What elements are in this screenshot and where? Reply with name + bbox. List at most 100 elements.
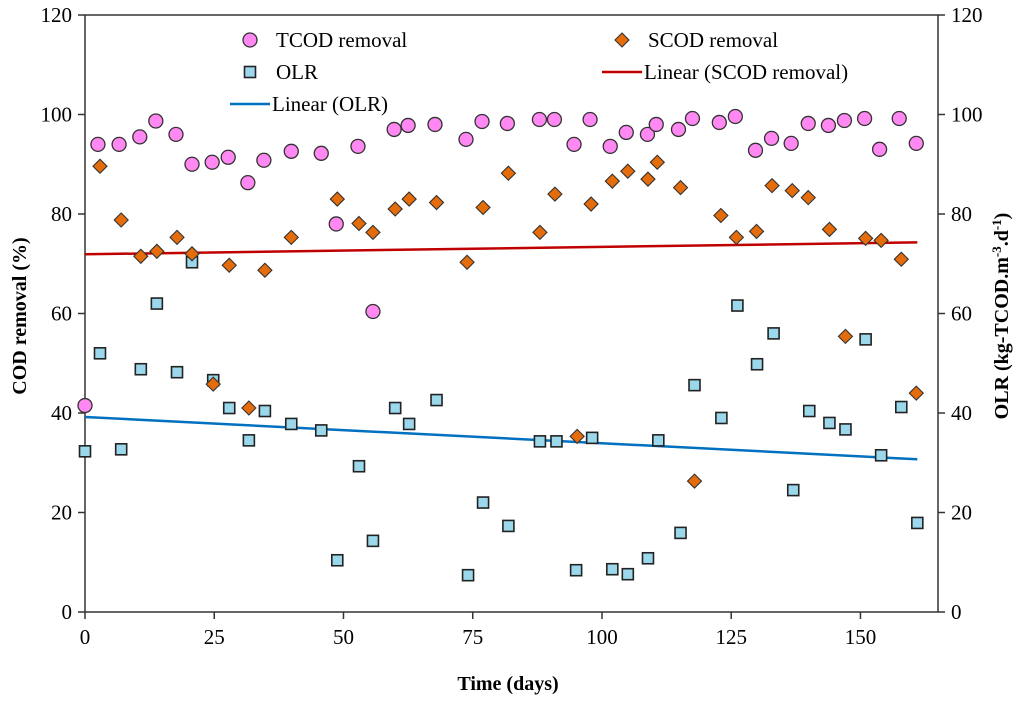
- olr-point: [366, 534, 380, 548]
- olr-point: [352, 459, 366, 473]
- legend-tcod-label: TCOD removal: [276, 28, 407, 52]
- olr-point: [314, 424, 328, 437]
- y-axis-left-title: COD removal (%): [9, 237, 31, 394]
- tcod-point: [582, 111, 598, 128]
- y-right-tick-label: 60: [951, 302, 972, 326]
- tcod-point: [871, 141, 888, 157]
- olr-point: [621, 567, 635, 581]
- tcod-point: [313, 145, 329, 161]
- scod-point: [428, 194, 445, 211]
- y-right-tick-label: 0: [951, 600, 962, 624]
- legend-olr: OLR: [243, 60, 318, 84]
- scod-point: [728, 229, 745, 246]
- legend-scod-marker: [614, 32, 630, 48]
- scod-point: [184, 246, 200, 262]
- y-right-tick-label: 20: [951, 501, 972, 525]
- scod-point: [649, 154, 666, 171]
- x-tick-label: 150: [845, 625, 877, 649]
- scod-point: [908, 385, 925, 401]
- scod-point: [387, 201, 403, 217]
- scod-point: [283, 229, 300, 246]
- olr-point: [476, 496, 490, 509]
- tcod-point: [148, 113, 164, 129]
- tcod-point: [168, 126, 184, 143]
- scod-point: [686, 473, 703, 489]
- tcod-point: [618, 124, 634, 141]
- y-right-title-sup1: -3: [989, 246, 1004, 257]
- scod-point: [221, 257, 238, 274]
- scod-point: [532, 224, 548, 241]
- olr-point: [859, 333, 872, 346]
- olr-point: [767, 327, 780, 340]
- tcod-point: [328, 216, 344, 232]
- tcod-point: [546, 111, 563, 128]
- legend-olr-trend-label: Linear (OLR): [272, 92, 388, 116]
- y-right-title-base: OLR (kg-TCOD.m: [991, 257, 1013, 420]
- y-left-tick-label: 40: [51, 401, 72, 425]
- y-axis-right-title: OLR (kg-TCOD.m-3.d-1): [989, 213, 1014, 420]
- scod-point: [365, 224, 381, 241]
- y-right-tick-label: 80: [951, 202, 972, 226]
- scod-point: [475, 199, 491, 216]
- olr-point: [641, 551, 655, 565]
- scod-point: [205, 376, 221, 392]
- olr-point: [502, 519, 515, 533]
- tcod-point: [711, 114, 727, 131]
- tcod-point: [566, 136, 582, 153]
- x-tick-label: 75: [462, 625, 483, 649]
- olr-point: [874, 448, 888, 462]
- legend-scod-label: SCOD removal: [648, 28, 778, 52]
- olr-point: [606, 562, 619, 576]
- scod-point: [784, 182, 800, 199]
- tcod-point: [648, 116, 664, 133]
- olr-point: [134, 362, 148, 376]
- tcod-point: [111, 136, 127, 153]
- olr-point: [731, 299, 744, 312]
- y-right-title-sup2: -1: [989, 219, 1004, 230]
- x-tick-label: 25: [204, 625, 225, 649]
- tcod-point: [727, 108, 743, 125]
- tcod-point: [427, 116, 443, 133]
- y-left-tick-label: 80: [51, 202, 72, 226]
- olr-point: [170, 365, 184, 379]
- scod-point: [748, 223, 765, 240]
- olr-point: [114, 443, 128, 456]
- tcod-point: [670, 121, 687, 138]
- scod-point: [113, 212, 129, 228]
- x-tick-label: 100: [586, 625, 618, 649]
- olr-point: [674, 526, 687, 540]
- tcod-point: [240, 175, 256, 191]
- olr-trend-line: [84, 415, 918, 461]
- olr-point: [750, 357, 764, 371]
- tcod-point: [602, 138, 618, 154]
- x-tick-label: 0: [80, 625, 91, 649]
- legend-tcod-marker: [242, 32, 258, 48]
- olr-point: [688, 378, 701, 392]
- legend-scod-trend: Linear (SCOD removal): [602, 60, 848, 84]
- tcod-point: [132, 129, 148, 145]
- olr-point: [823, 416, 836, 430]
- olr-point: [242, 434, 256, 447]
- scod-point: [92, 158, 108, 175]
- chart-marks: [77, 108, 925, 582]
- scod-point: [764, 177, 780, 194]
- scod-point: [459, 254, 475, 271]
- scod-point: [604, 173, 621, 189]
- x-axis-title: Time (days): [457, 673, 558, 695]
- olr-point: [284, 417, 298, 431]
- scod-point: [893, 251, 910, 268]
- scod-point: [169, 229, 185, 246]
- olr-point: [894, 400, 908, 414]
- scod-point: [837, 328, 854, 345]
- olr-point: [461, 568, 475, 582]
- scod-point: [133, 248, 149, 265]
- tcod-point: [783, 135, 799, 152]
- scod-point: [149, 243, 165, 260]
- olr-point: [402, 417, 416, 431]
- tcod-point: [800, 115, 816, 132]
- olr-point: [786, 483, 800, 497]
- legend-scod: SCOD removal: [614, 28, 778, 52]
- scod-point: [857, 230, 874, 247]
- scod-point: [821, 221, 838, 238]
